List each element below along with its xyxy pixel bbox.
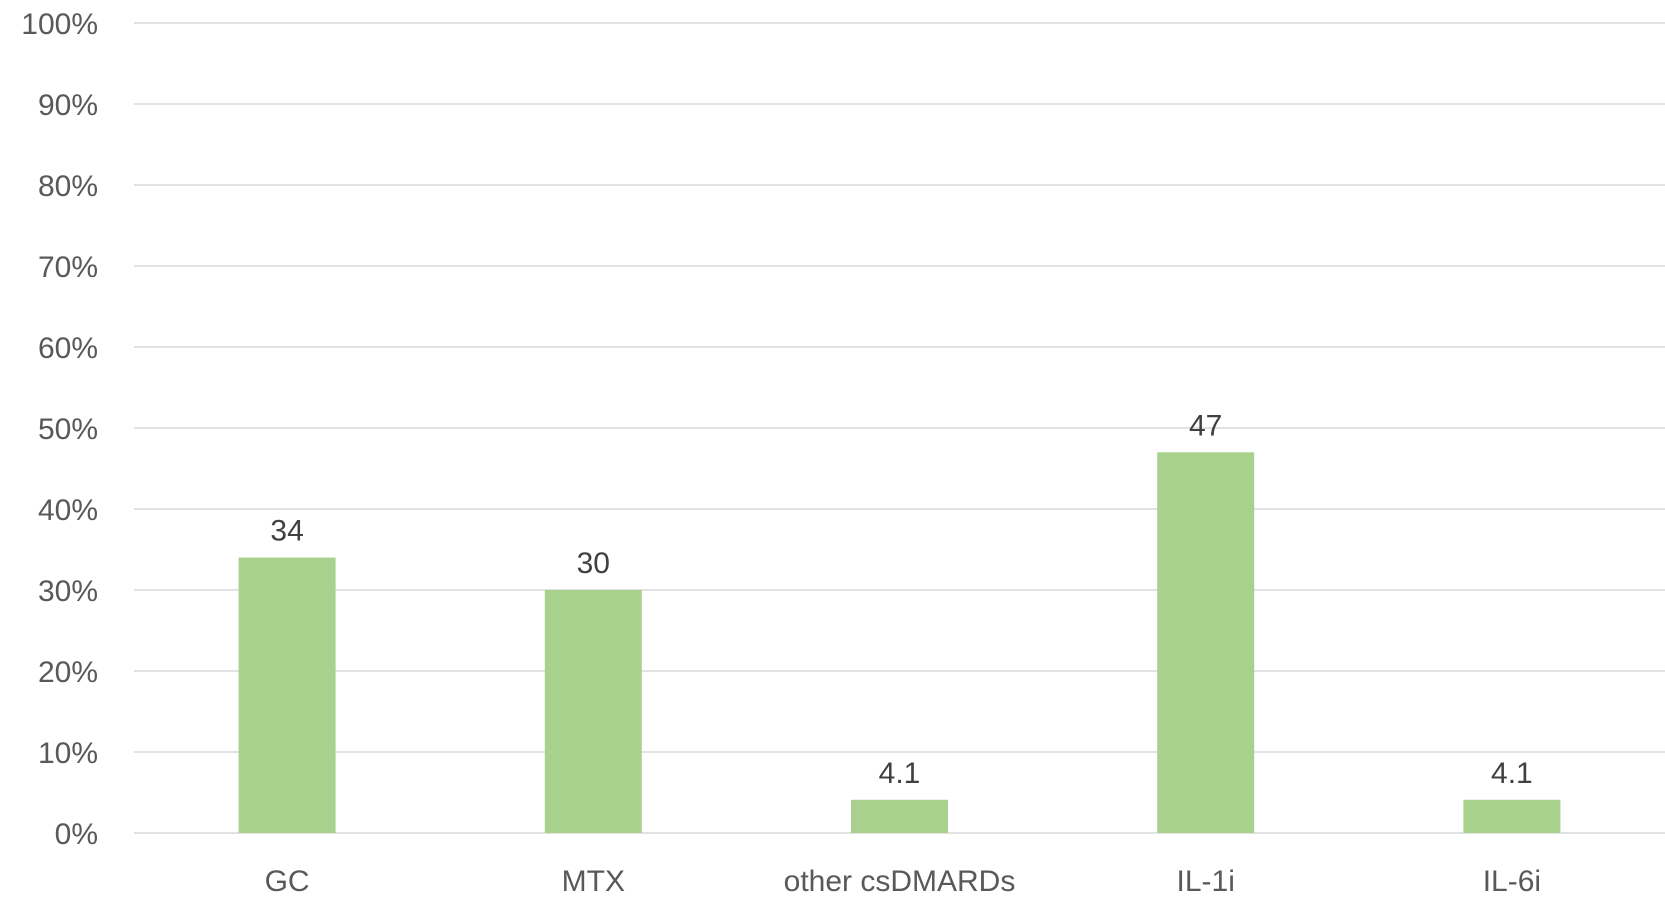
x-category-label: IL-1i xyxy=(1177,865,1235,898)
data-labels: 34 30 4.1 47 4.1 xyxy=(270,409,1532,789)
bars xyxy=(238,452,1561,833)
x-category-label: other csDMARDs xyxy=(784,865,1016,898)
y-tick-label: 20% xyxy=(38,656,98,689)
x-category-label: MTX xyxy=(562,865,625,898)
y-tick-label: 90% xyxy=(38,89,98,122)
x-category-label: IL-6i xyxy=(1483,865,1541,898)
data-label: 47 xyxy=(1189,409,1222,442)
y-tick-label: 40% xyxy=(38,494,98,527)
y-tick-label: 0% xyxy=(55,818,98,851)
gridlines xyxy=(134,22,1665,834)
y-tick-label: 60% xyxy=(38,332,98,365)
bar-gc xyxy=(238,557,336,833)
data-label: 4.1 xyxy=(879,757,921,790)
y-tick-label: 30% xyxy=(38,575,98,608)
y-tick-label: 100% xyxy=(21,8,98,41)
x-category-label: GC xyxy=(265,865,310,898)
bar-mtx xyxy=(544,590,642,833)
bar-il-1i xyxy=(1157,452,1255,833)
data-label: 4.1 xyxy=(1491,757,1533,790)
bar-il-6i xyxy=(1463,799,1561,833)
x-axis-category-labels: GC MTX other csDMARDs IL-1i IL-6i xyxy=(265,865,1541,898)
y-tick-label: 70% xyxy=(38,251,98,284)
data-label: 34 xyxy=(270,515,303,548)
bar-other-csdmards xyxy=(851,799,948,833)
data-label: 30 xyxy=(577,547,610,580)
y-tick-label: 50% xyxy=(38,413,98,446)
y-tick-label: 80% xyxy=(38,170,98,203)
y-tick-label: 10% xyxy=(38,737,98,770)
y-axis-tick-labels: 0% 10% 20% 30% 40% 50% 60% 70% 80% 90% 100% xyxy=(21,8,98,851)
